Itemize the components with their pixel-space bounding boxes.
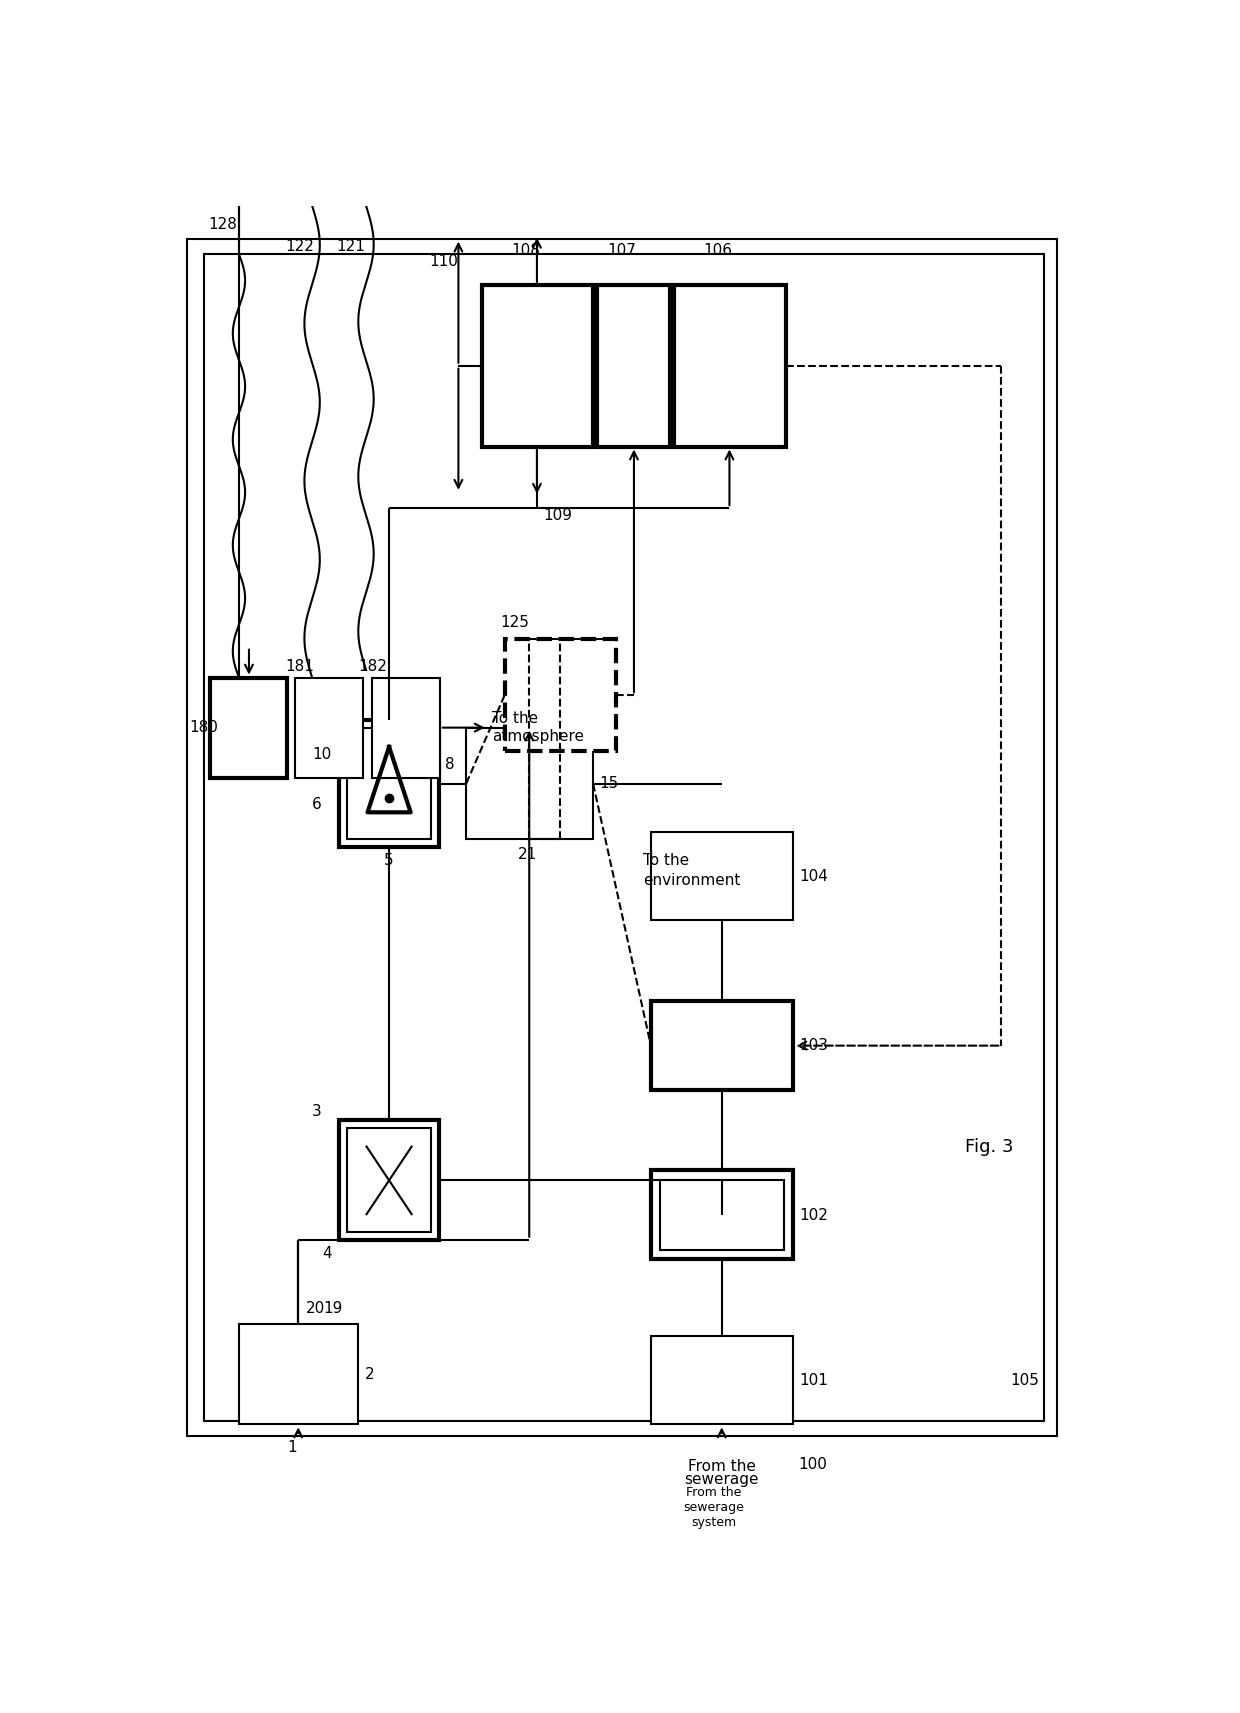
Bar [596, 284, 670, 447]
Text: 125: 125 [501, 615, 529, 630]
Bar [481, 284, 593, 447]
Text: 121: 121 [337, 238, 366, 254]
Text: 122: 122 [285, 238, 314, 254]
Bar [339, 719, 439, 846]
Bar [347, 728, 432, 839]
Text: 15: 15 [599, 776, 619, 791]
Bar [651, 831, 794, 920]
Text: 181: 181 [285, 658, 314, 673]
Bar [651, 1336, 794, 1425]
Text: 8: 8 [445, 757, 455, 773]
Text: 6: 6 [312, 797, 322, 812]
Text: 19: 19 [324, 1302, 343, 1317]
Text: To the: To the [492, 711, 538, 726]
Bar [239, 1324, 358, 1425]
Text: 108: 108 [511, 243, 539, 257]
Text: 180: 180 [188, 719, 218, 735]
Text: sewerage: sewerage [684, 1471, 759, 1487]
Bar [651, 1000, 794, 1089]
Text: 100: 100 [799, 1458, 827, 1471]
Text: From the: From the [688, 1459, 755, 1475]
Text: To the: To the [644, 853, 689, 868]
Text: 102: 102 [800, 1208, 828, 1223]
Bar [372, 678, 440, 778]
Bar [660, 1180, 784, 1250]
Text: environment: environment [644, 872, 740, 887]
Text: 109: 109 [543, 509, 572, 524]
Text: 2: 2 [365, 1367, 374, 1382]
Text: 1: 1 [288, 1441, 296, 1454]
Text: 3: 3 [312, 1103, 322, 1119]
Text: atmosphere: atmosphere [492, 730, 584, 745]
Text: From the
sewerage
system: From the sewerage system [683, 1487, 744, 1530]
Text: 21: 21 [517, 848, 537, 862]
Text: 103: 103 [800, 1038, 828, 1053]
Text: 105: 105 [1011, 1374, 1039, 1388]
Bar [651, 1170, 794, 1259]
Text: 101: 101 [800, 1374, 828, 1388]
Text: Fig. 3: Fig. 3 [966, 1137, 1014, 1156]
Text: 107: 107 [608, 243, 636, 257]
Text: 182: 182 [358, 658, 387, 673]
Bar [211, 678, 288, 778]
Bar [675, 284, 786, 447]
Bar [205, 254, 1044, 1420]
Text: 128: 128 [208, 218, 237, 233]
Bar [347, 1129, 432, 1232]
Bar [466, 728, 593, 839]
Text: 5: 5 [384, 853, 394, 868]
Text: 4: 4 [322, 1245, 332, 1261]
Text: 106: 106 [703, 243, 733, 257]
Bar [295, 678, 363, 778]
Text: 110: 110 [429, 254, 458, 269]
Text: 104: 104 [800, 868, 828, 884]
Bar [339, 1120, 439, 1240]
Text: 10: 10 [312, 747, 331, 762]
Bar [505, 639, 616, 750]
Text: 20: 20 [306, 1302, 325, 1317]
